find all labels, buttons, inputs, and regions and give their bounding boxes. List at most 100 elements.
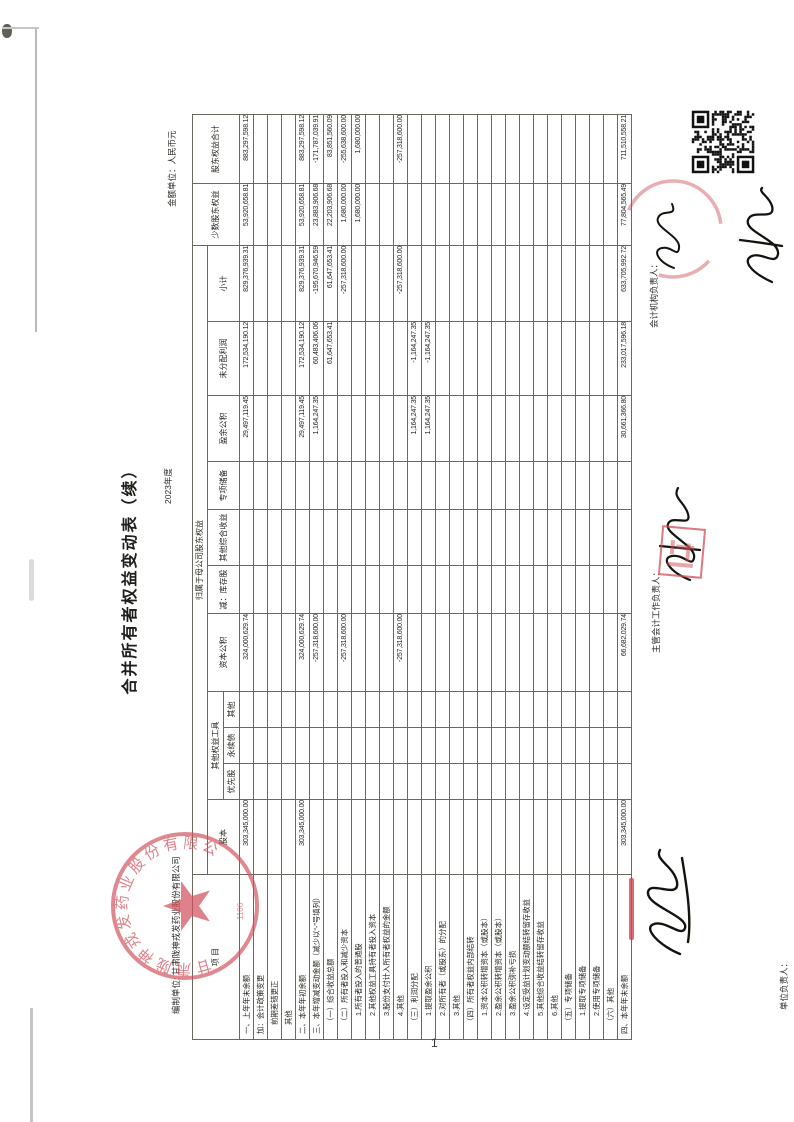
cell-value xyxy=(267,727,282,764)
cell-value xyxy=(253,691,268,728)
col-header-capital-reserve: 资本公积 xyxy=(207,613,240,692)
cell-value xyxy=(533,114,548,184)
cell-value xyxy=(295,691,310,728)
row-label: （三）利润分配 xyxy=(407,874,422,1040)
cell-value xyxy=(281,613,296,692)
table-row: 其他 xyxy=(281,114,296,1040)
cell-value xyxy=(491,691,506,728)
col-header-subtotal: 小计 xyxy=(207,245,240,322)
cell-value xyxy=(449,321,464,396)
cell-value xyxy=(337,763,352,800)
cell-value xyxy=(281,763,296,800)
col-header-less-treasury: 减：库存股 xyxy=(207,565,240,614)
cell-value xyxy=(575,321,590,396)
cell-value xyxy=(603,461,618,510)
cell-value xyxy=(561,245,576,322)
cell-value: -257,318,600.00 xyxy=(309,613,324,692)
cell-value xyxy=(449,183,464,246)
col-group-other-equity-instruments: 其他权益工具 xyxy=(207,691,224,800)
cell-value xyxy=(603,245,618,322)
cell-value xyxy=(267,613,282,692)
cell-value xyxy=(617,509,632,566)
cell-value: -257,318,600.00 xyxy=(393,613,408,692)
row-label: 2.使用专项储备 xyxy=(589,874,604,1040)
cell-value xyxy=(365,565,380,614)
table-row: 4.设定受益计划变动额结转留存收益 xyxy=(519,114,534,1040)
cell-value xyxy=(351,245,366,322)
table-row: 1.提取盈余公积 1,164,247.35 -1,164,247.35 xyxy=(421,114,436,1040)
cell-value xyxy=(491,763,506,800)
cell-value xyxy=(547,245,562,322)
cell-value xyxy=(533,565,548,614)
cell-value xyxy=(267,321,282,396)
unit-head-label: 单位负责人： xyxy=(779,958,789,1010)
cell-value xyxy=(463,613,478,692)
cell-value xyxy=(589,183,604,246)
cell-value xyxy=(435,321,450,396)
cell-value: -257,318,600.00 xyxy=(337,245,352,322)
scan-artifact-line xyxy=(35,28,37,332)
cell-value xyxy=(505,321,520,396)
cell-value xyxy=(253,183,268,246)
cell-value xyxy=(617,565,632,614)
cell-value xyxy=(491,509,506,566)
cell-value xyxy=(519,799,534,875)
cell-value xyxy=(351,395,366,462)
cell-value xyxy=(407,691,422,728)
cell-value xyxy=(491,799,506,875)
table-row: 2.其他权益工具持有者投入资本 xyxy=(365,114,380,1040)
cell-value xyxy=(253,395,268,462)
cell-value xyxy=(603,799,618,875)
cell-value xyxy=(449,727,464,764)
cell-value xyxy=(421,183,436,246)
signature-unit-head xyxy=(636,844,694,962)
row-label: 4.其他 xyxy=(393,874,408,1040)
cell-value xyxy=(589,763,604,800)
cell-value xyxy=(617,691,632,728)
cell-value xyxy=(379,799,394,875)
cell-value xyxy=(547,114,562,184)
cell-value xyxy=(323,461,338,510)
cell-value xyxy=(575,565,590,614)
cell-value xyxy=(379,691,394,728)
cell-value xyxy=(267,799,282,875)
cell-value xyxy=(519,245,534,322)
cell-value xyxy=(421,799,436,875)
cell-value xyxy=(505,799,520,875)
seal-serial: 1106 xyxy=(236,902,245,920)
cell-value: 29,497,119.45 xyxy=(239,395,254,462)
cell-value xyxy=(295,763,310,800)
cell-value xyxy=(491,395,506,462)
row-label: 6.其他 xyxy=(547,874,562,1040)
cell-value xyxy=(435,395,450,462)
cell-value xyxy=(575,114,590,184)
cell-value xyxy=(463,183,478,246)
name-stamp-square xyxy=(657,525,707,579)
row-label: （五）专项储备 xyxy=(561,874,576,1040)
cell-value xyxy=(323,565,338,614)
cell-value xyxy=(561,395,576,462)
col-header-perpetual: 永续债 xyxy=(223,727,240,764)
cell-value xyxy=(547,691,562,728)
cell-value xyxy=(463,321,478,396)
cell-value xyxy=(351,565,366,614)
cell-value xyxy=(547,183,562,246)
cell-value xyxy=(365,799,380,875)
cell-value: -1,164,247.35 xyxy=(407,321,422,396)
table-row: （五）专项储备 xyxy=(561,114,576,1040)
cell-value xyxy=(463,799,478,875)
cell-value: 1,680,000.00 xyxy=(351,183,366,246)
table-row: （二）所有者投入和减少资本 -257,318,600.00 -257,318,600… xyxy=(337,114,352,1040)
cell-value xyxy=(477,509,492,566)
cell-value xyxy=(589,799,604,875)
cell-value xyxy=(575,183,590,246)
cell-value xyxy=(239,763,254,800)
cell-value xyxy=(295,461,310,510)
cell-value xyxy=(491,183,506,246)
cell-value xyxy=(533,321,548,396)
scan-artifact-smudge xyxy=(29,559,34,601)
cell-value xyxy=(547,461,562,510)
row-label: 1.提取盈余公积 xyxy=(421,874,436,1040)
cell-value xyxy=(365,395,380,462)
cell-value: -171,787,039.91 xyxy=(309,114,324,184)
